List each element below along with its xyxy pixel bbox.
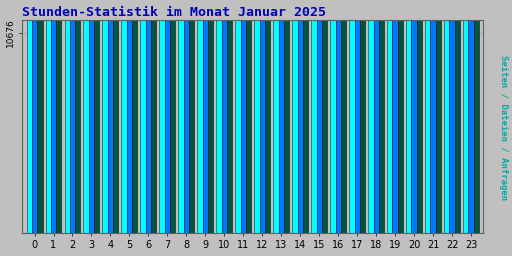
Bar [330, 0, 335, 233]
Bar [303, 0, 308, 233]
Bar [292, 0, 297, 233]
Bar [102, 0, 108, 233]
Bar [146, 0, 151, 233]
Bar [83, 0, 89, 233]
Bar [406, 0, 412, 233]
Bar [227, 0, 232, 233]
Bar [393, 0, 398, 233]
Bar [89, 0, 94, 233]
Bar [65, 0, 70, 233]
Bar [94, 0, 99, 233]
Bar [217, 0, 222, 233]
Bar [113, 0, 118, 233]
Bar [75, 0, 80, 233]
Bar [170, 0, 176, 233]
Bar [132, 0, 137, 233]
Bar [379, 0, 384, 233]
Bar [254, 0, 260, 233]
Bar [368, 0, 374, 233]
Bar [341, 0, 346, 233]
Bar [56, 0, 61, 233]
Bar [236, 0, 241, 233]
Bar [450, 0, 455, 233]
Bar [444, 0, 450, 233]
Bar [360, 0, 365, 233]
Bar [121, 0, 127, 233]
Bar [208, 0, 214, 233]
Bar [474, 0, 479, 233]
Bar [279, 0, 284, 233]
Bar [297, 0, 303, 233]
Bar [222, 0, 227, 233]
Bar [387, 0, 393, 233]
Bar [184, 0, 189, 233]
Bar [70, 0, 75, 233]
Bar [127, 0, 132, 233]
Bar [398, 0, 403, 233]
Bar [108, 0, 113, 233]
Bar [354, 0, 360, 233]
Bar [335, 0, 341, 233]
Bar [417, 0, 422, 233]
Bar [374, 0, 379, 233]
Bar [425, 0, 431, 233]
Bar [273, 0, 279, 233]
Bar [463, 0, 468, 233]
Bar [468, 0, 474, 233]
Bar [37, 0, 42, 233]
Bar [159, 0, 165, 233]
Text: Stunden-Statistik im Monat Januar 2025: Stunden-Statistik im Monat Januar 2025 [22, 6, 326, 18]
Bar [431, 0, 436, 233]
Bar [189, 0, 195, 233]
Bar [284, 0, 289, 233]
Bar [241, 0, 246, 233]
Bar [151, 0, 156, 233]
Bar [322, 0, 327, 233]
Bar [46, 0, 51, 233]
Bar [140, 0, 146, 233]
Text: Seiten / Dateien / Anfragen: Seiten / Dateien / Anfragen [499, 56, 508, 200]
Bar [198, 0, 203, 233]
Bar [436, 0, 441, 233]
Bar [51, 0, 56, 233]
Bar [311, 0, 316, 233]
Bar [246, 0, 251, 233]
Bar [165, 0, 170, 233]
Bar [265, 0, 270, 233]
Bar [203, 0, 208, 233]
Bar [316, 0, 322, 233]
Bar [412, 0, 417, 233]
Bar [260, 0, 265, 233]
Bar [349, 0, 354, 233]
Bar [455, 0, 460, 233]
Bar [27, 0, 32, 233]
Bar [178, 0, 184, 233]
Bar [32, 0, 37, 233]
